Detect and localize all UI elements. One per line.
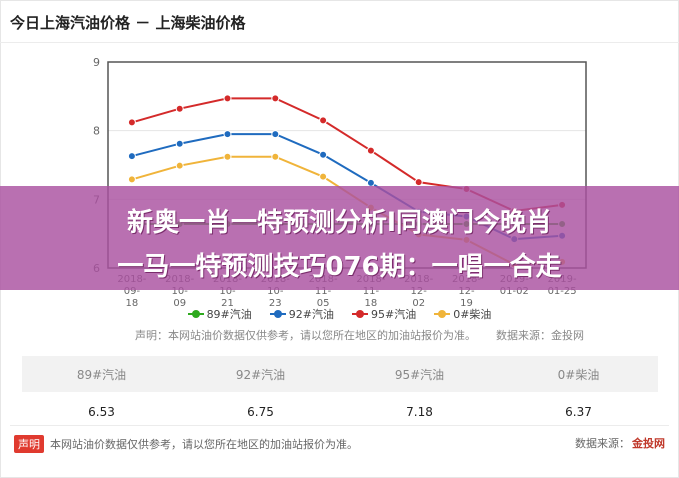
data-point — [223, 94, 232, 103]
y-tick-label: 9 — [93, 56, 100, 69]
x-tick-label: 02 — [412, 298, 425, 308]
x-tick-label: 12- — [411, 286, 428, 297]
value-89: 6.53 — [88, 405, 115, 419]
legend-item[interactable]: 92#汽油 — [269, 306, 334, 322]
data-point — [127, 118, 136, 127]
footer-divider — [10, 425, 669, 426]
x-tick-label: 23 — [269, 298, 282, 308]
title-divider — [0, 42, 679, 43]
banner-line-1: 新奥一肖一特预测分析l同澳门今晚肖 — [127, 208, 552, 238]
header-92: 92#汽油 — [235, 367, 286, 382]
legend-item[interactable]: 0#柴油 — [434, 306, 491, 322]
data-point — [319, 172, 328, 181]
data-point — [175, 139, 184, 148]
legend-swatch — [434, 309, 451, 319]
data-point — [223, 152, 232, 161]
chart-note: 声明： 本网站油价数据仅供参考，请以您所在地区的加油站报价为准。 数据来源：金投网 — [135, 327, 584, 343]
data-point — [175, 104, 184, 113]
legend-label: 0#柴油 — [453, 308, 492, 321]
data-point — [319, 150, 328, 159]
x-tick-label: 01-25 — [548, 286, 577, 297]
note-label: 声明： — [135, 329, 168, 342]
banner-line-2: 一马一特预测技巧076期：一唱一合走 — [117, 252, 562, 282]
note-source: 数据来源：金投网 — [496, 329, 584, 342]
x-tick-label: 01-02 — [500, 286, 529, 297]
data-point — [414, 178, 423, 187]
price-table-row: 6.53 6.75 7.18 6.37 — [22, 392, 658, 432]
y-tick-label: 8 — [93, 125, 100, 138]
legend-item[interactable]: 89#汽油 — [187, 306, 252, 322]
legend-swatch — [352, 309, 368, 319]
legend-swatch — [187, 309, 204, 319]
data-point — [319, 116, 328, 125]
x-tick-label: 11- — [363, 286, 380, 297]
header-95: 95#汽油 — [394, 367, 445, 382]
x-tick-label: 19 — [460, 298, 473, 308]
data-point — [271, 130, 280, 139]
x-tick-label: 18 — [365, 298, 378, 308]
legend-label: 95#汽油 — [371, 308, 417, 321]
x-tick-label: 12- — [458, 286, 475, 297]
data-point — [175, 161, 184, 170]
footer-source: 数据来源： 金投网 — [575, 435, 665, 451]
source-brand-link[interactable]: 金投网 — [632, 437, 665, 450]
x-tick-label: 21 — [221, 298, 234, 308]
data-point — [271, 94, 280, 103]
legend-label: 89#汽油 — [206, 308, 252, 321]
data-point — [366, 146, 375, 155]
page-title: 今日上海汽油价格 － 上海柴油价格 — [10, 14, 246, 32]
data-point — [271, 152, 280, 161]
legend-item[interactable]: 95#汽油 — [352, 306, 416, 322]
disclaimer-tag: 声明 — [14, 435, 44, 453]
x-tick-label: 10- — [267, 286, 284, 297]
x-tick-label: 10- — [219, 286, 236, 297]
data-point — [127, 175, 136, 184]
overlay-banner[interactable]: 新奥一肖一特预测分析l同澳门今晚肖 一马一特预测技巧076期：一唱一合走 — [0, 186, 679, 290]
x-tick-label: 09- — [124, 286, 141, 297]
data-point — [223, 130, 232, 139]
price-table: 89#汽油 92#汽油 95#汽油 0#柴油 6.53 6.75 7.18 6.… — [22, 356, 658, 432]
legend-swatch — [269, 309, 286, 319]
x-tick-label: 11- — [315, 286, 332, 297]
x-tick-label: 18 — [126, 298, 139, 308]
note-text: 本网站油价数据仅供参考，请以您所在地区的加油站报价为准。 — [168, 329, 476, 342]
x-tick-label: 05 — [317, 298, 330, 308]
value-95: 7.18 — [406, 405, 433, 419]
price-table-header: 89#汽油 92#汽油 95#汽油 0#柴油 — [22, 356, 658, 392]
disclaimer-text: 本网站油价数据仅供参考，请以您所在地区的加油站报价为准。 — [50, 438, 358, 451]
value-92: 6.75 — [247, 405, 274, 419]
x-tick-label: 09 — [173, 298, 186, 308]
value-0-diesel: 6.37 — [565, 405, 592, 419]
x-tick-label: 10- — [172, 286, 189, 297]
data-point — [127, 152, 136, 161]
header-89: 89#汽油 — [76, 367, 127, 382]
header-0-diesel: 0#柴油 — [557, 367, 600, 382]
chart-legend: 89#汽油 92#汽油 95#汽油 0#柴油 — [0, 306, 679, 322]
footer-disclaimer: 声明 本网站油价数据仅供参考，请以您所在地区的加油站报价为准。 — [14, 435, 358, 453]
source-label: 数据来源： — [575, 437, 630, 450]
legend-label: 92#汽油 — [288, 308, 334, 321]
